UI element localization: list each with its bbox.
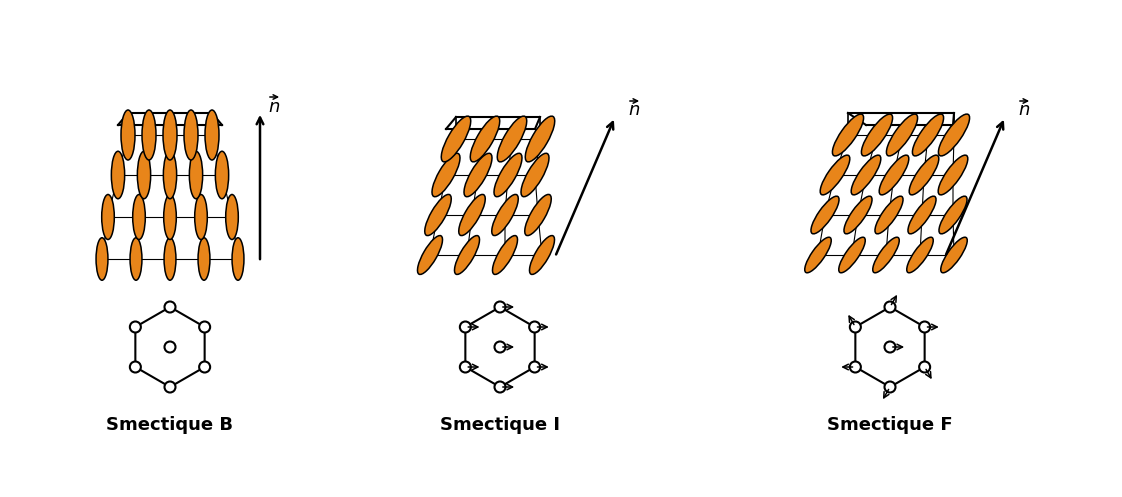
- Ellipse shape: [226, 194, 238, 240]
- Ellipse shape: [909, 155, 939, 195]
- Ellipse shape: [102, 194, 114, 240]
- Circle shape: [199, 361, 210, 372]
- Circle shape: [495, 382, 506, 393]
- Circle shape: [530, 361, 540, 372]
- Circle shape: [495, 302, 506, 313]
- Ellipse shape: [873, 237, 899, 273]
- Circle shape: [165, 382, 175, 393]
- Ellipse shape: [470, 116, 499, 162]
- Ellipse shape: [195, 194, 208, 240]
- Ellipse shape: [497, 116, 526, 162]
- Circle shape: [919, 361, 930, 372]
- Ellipse shape: [465, 153, 491, 197]
- Circle shape: [165, 302, 175, 313]
- Ellipse shape: [908, 196, 936, 234]
- Ellipse shape: [454, 236, 479, 274]
- Text: Smectique F: Smectique F: [827, 416, 953, 434]
- Ellipse shape: [940, 237, 967, 273]
- Ellipse shape: [163, 110, 177, 160]
- Ellipse shape: [525, 194, 551, 236]
- Ellipse shape: [215, 151, 229, 199]
- Ellipse shape: [530, 236, 554, 274]
- Ellipse shape: [880, 155, 909, 195]
- Ellipse shape: [184, 110, 197, 160]
- Ellipse shape: [804, 237, 831, 273]
- Ellipse shape: [939, 196, 967, 234]
- Ellipse shape: [839, 237, 865, 273]
- Circle shape: [884, 302, 895, 313]
- Text: Smectique I: Smectique I: [440, 416, 560, 434]
- Ellipse shape: [875, 196, 903, 234]
- Ellipse shape: [190, 151, 203, 199]
- Ellipse shape: [205, 110, 219, 160]
- Text: $n$: $n$: [268, 98, 280, 116]
- Ellipse shape: [199, 238, 210, 280]
- Ellipse shape: [164, 194, 176, 240]
- Ellipse shape: [521, 153, 549, 197]
- Ellipse shape: [525, 116, 554, 162]
- Circle shape: [530, 322, 540, 332]
- Text: $n$: $n$: [1018, 101, 1030, 119]
- Ellipse shape: [491, 194, 518, 236]
- Ellipse shape: [121, 110, 135, 160]
- Ellipse shape: [833, 114, 864, 156]
- Ellipse shape: [164, 238, 176, 280]
- Circle shape: [460, 361, 471, 372]
- Ellipse shape: [907, 237, 934, 273]
- Circle shape: [460, 322, 471, 332]
- Ellipse shape: [142, 110, 156, 160]
- Circle shape: [165, 341, 175, 352]
- Ellipse shape: [852, 155, 881, 195]
- Circle shape: [199, 322, 210, 332]
- Ellipse shape: [938, 114, 969, 156]
- Text: $n$: $n$: [628, 101, 640, 119]
- Ellipse shape: [493, 236, 517, 274]
- Ellipse shape: [862, 114, 893, 156]
- Ellipse shape: [441, 116, 471, 162]
- Circle shape: [919, 322, 930, 332]
- Ellipse shape: [164, 151, 176, 199]
- Ellipse shape: [132, 194, 146, 240]
- Ellipse shape: [494, 153, 522, 197]
- Ellipse shape: [417, 236, 442, 274]
- Ellipse shape: [425, 194, 451, 236]
- Ellipse shape: [232, 238, 243, 280]
- Ellipse shape: [130, 238, 142, 280]
- Circle shape: [884, 341, 895, 352]
- Circle shape: [849, 322, 861, 332]
- Ellipse shape: [938, 155, 968, 195]
- Ellipse shape: [459, 194, 485, 236]
- Circle shape: [849, 361, 861, 372]
- Ellipse shape: [844, 196, 872, 234]
- Circle shape: [130, 361, 141, 372]
- Ellipse shape: [811, 196, 839, 234]
- Ellipse shape: [912, 114, 944, 156]
- Circle shape: [130, 322, 141, 332]
- Ellipse shape: [96, 238, 108, 280]
- Ellipse shape: [886, 114, 918, 156]
- Text: Smectique B: Smectique B: [107, 416, 233, 434]
- Circle shape: [495, 341, 506, 352]
- Circle shape: [884, 382, 895, 393]
- Ellipse shape: [111, 151, 125, 199]
- Ellipse shape: [137, 151, 150, 199]
- Ellipse shape: [432, 153, 460, 197]
- Ellipse shape: [820, 155, 849, 195]
